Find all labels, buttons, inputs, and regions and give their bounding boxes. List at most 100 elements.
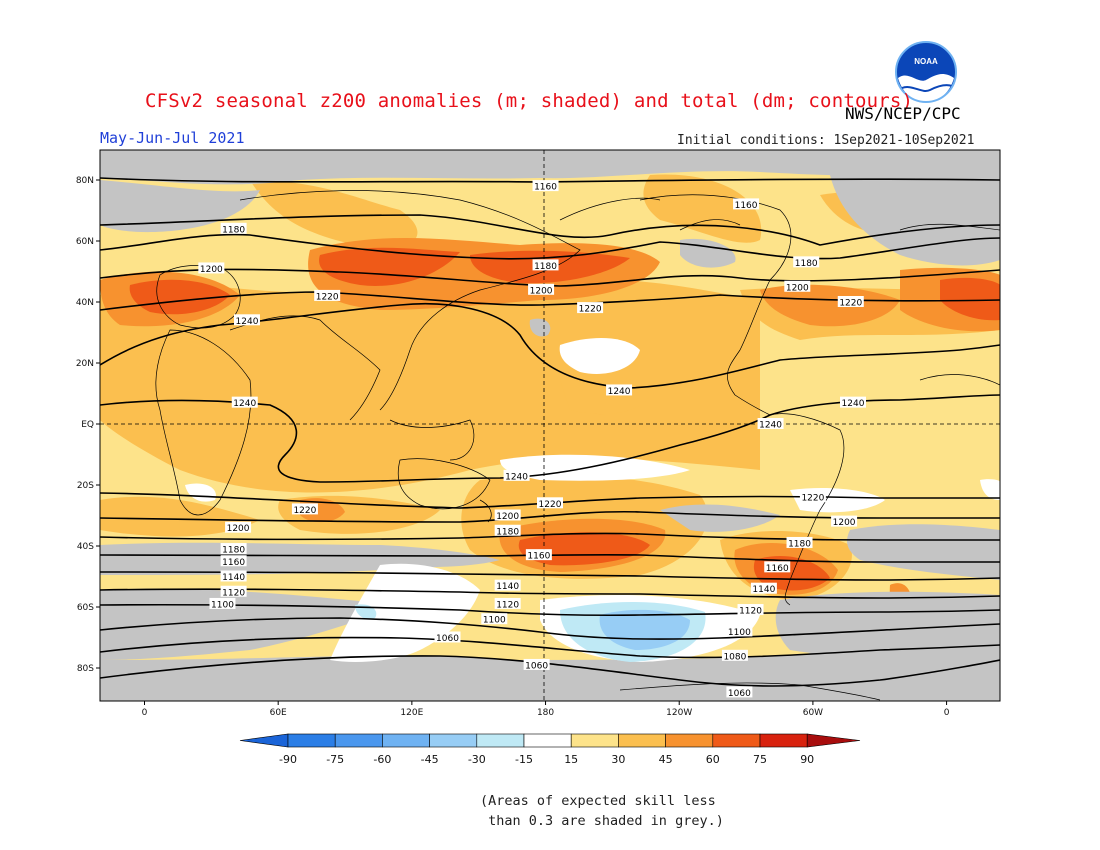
lat-tick-label: 20S [77,481,94,491]
lon-tick-label: 180 [537,708,554,718]
contour-label-text: 1220 [293,506,316,516]
colorbar-label: -15 [515,753,533,766]
contour-label-text: 1180 [222,546,245,556]
forecast-period: May-Jun-Jul 2021 [100,129,245,147]
contour-label: 1220 [291,503,318,516]
colorbar-label: -75 [326,753,344,766]
colorbar-swatch [429,733,478,748]
contour-label-text: 1180 [788,539,811,549]
latitude-axis: 80N 60N 40N 20N EQ 20S 40S 60S 80S [76,176,100,674]
contour-label-text: 1220 [316,292,339,302]
lon-tick-label: 120W [666,708,692,718]
lon-tick-label: 0 [944,708,950,718]
contour-label-text: 1060 [728,689,751,699]
lon-tick-label: 60W [803,708,823,718]
contour-label: 1120 [737,604,764,617]
contour-label: 1100 [726,625,753,638]
contour-label-text: 1160 [534,183,557,193]
contour-label: 1240 [503,469,530,482]
lon-tick-label: 120E [400,708,423,718]
contour-label: 1120 [494,597,521,610]
contour-label-text: 1060 [525,661,548,671]
colorbar-swatch [570,733,619,748]
lat-tick-label: 60N [76,237,94,247]
colorbar-swatch [665,733,714,748]
colorbar-swatch [334,733,383,748]
colorbar-label: -90 [279,753,297,766]
lat-tick-label: EQ [81,420,94,430]
contour-label: 1200 [784,280,811,293]
contour-label: 1080 [721,649,748,662]
contour-label-text: 1240 [236,317,259,327]
contour-label-text: 1240 [842,399,865,409]
contour-label-text: 1240 [608,387,631,397]
colorbar-arrow-right [806,733,861,748]
contour-label-text: 1140 [222,573,245,583]
contour-label: 1120 [220,585,247,598]
contour-label: 1160 [733,198,760,211]
contour-label-text: 1180 [534,262,557,272]
lat-tick-label: 40S [77,542,94,552]
initial-conditions: Initial conditions: 1Sep2021-10Sep2021 [677,133,975,148]
contour-label-text: 1160 [527,552,550,562]
contour-label-text: 1240 [759,421,782,431]
map-title: CFSv2 seasonal z200 anomalies (m; shaded… [145,90,914,112]
contour-labels: 1160 1160 1180 1180 1180 1200 1200 1200 1220 1220… [198,180,867,699]
contour-label-text: 1220 [839,299,862,309]
colorbar-label: 30 [611,753,625,766]
contour-label: 1160 [525,549,552,562]
colorbar-swatch [618,733,666,748]
contour-label: 1200 [528,283,555,296]
contour-label-text: 1120 [496,600,519,610]
colorbar-label: -60 [373,753,391,766]
noaa-logo-text: NOAA [914,57,938,66]
colorbar-label: 90 [800,753,814,766]
contour-label: 1180 [793,256,820,269]
lat-tick-label: 40N [76,298,94,308]
contour-label: 1100 [209,597,236,610]
contour-label: 1220 [577,302,604,315]
lon-tick-label: 60E [270,708,287,718]
contour-label: 1140 [494,579,521,592]
lat-tick-label: 80N [76,176,94,186]
contour-label: 1180 [786,536,813,549]
contour-label-text: 1100 [483,616,506,626]
contour-label: 1200 [225,521,252,534]
contour-label: 1220 [837,296,864,309]
contour-label-text: 1140 [752,585,775,595]
lat-tick-label: 20N [76,359,94,369]
contour-label-text: 1100 [728,628,751,638]
longitude-axis: 0 60E 120E 180 120W 60W 0 [142,701,950,718]
contour-label: 1160 [220,555,247,568]
contour-label: 1240 [757,418,784,431]
contour-label-text: 1180 [222,225,245,235]
contour-label-text: 1200 [200,265,223,275]
colorbar: -90 -75 -60 -45 -30 -15 15 30 45 60 75 90 [239,733,861,766]
contour-label: 1060 [434,631,461,644]
contour-label: 1060 [726,686,753,699]
contour-label: 1240 [606,384,633,397]
contour-label-text: 1220 [579,305,602,315]
colorbar-swatch [523,733,572,748]
contour-label: 1180 [220,543,247,556]
contour-label-text: 1220 [539,500,562,510]
contour-label-text: 1220 [801,494,824,504]
contour-label: 1160 [764,561,791,574]
colorbar-label: -30 [468,753,486,766]
contour-label: 1180 [220,222,247,235]
contour-label: 1240 [231,396,258,409]
colorbar-label: 45 [659,753,673,766]
contour-label-text: 1080 [723,652,746,662]
colorbar-swatch [382,733,430,748]
colorbar-label: 75 [753,753,767,766]
contour-label-text: 1200 [496,512,519,522]
colorbar-label: -45 [421,753,439,766]
lat-tick-label: 80S [77,664,94,674]
contour-label-text: 1160 [222,558,245,568]
reference-lines [100,150,1000,701]
contour-label: 1160 [532,180,559,193]
anomaly-shading [100,150,1000,701]
contour-label-text: 1060 [436,634,459,644]
contour-label: 1200 [198,262,225,275]
contour-label-text: 1200 [227,524,250,534]
